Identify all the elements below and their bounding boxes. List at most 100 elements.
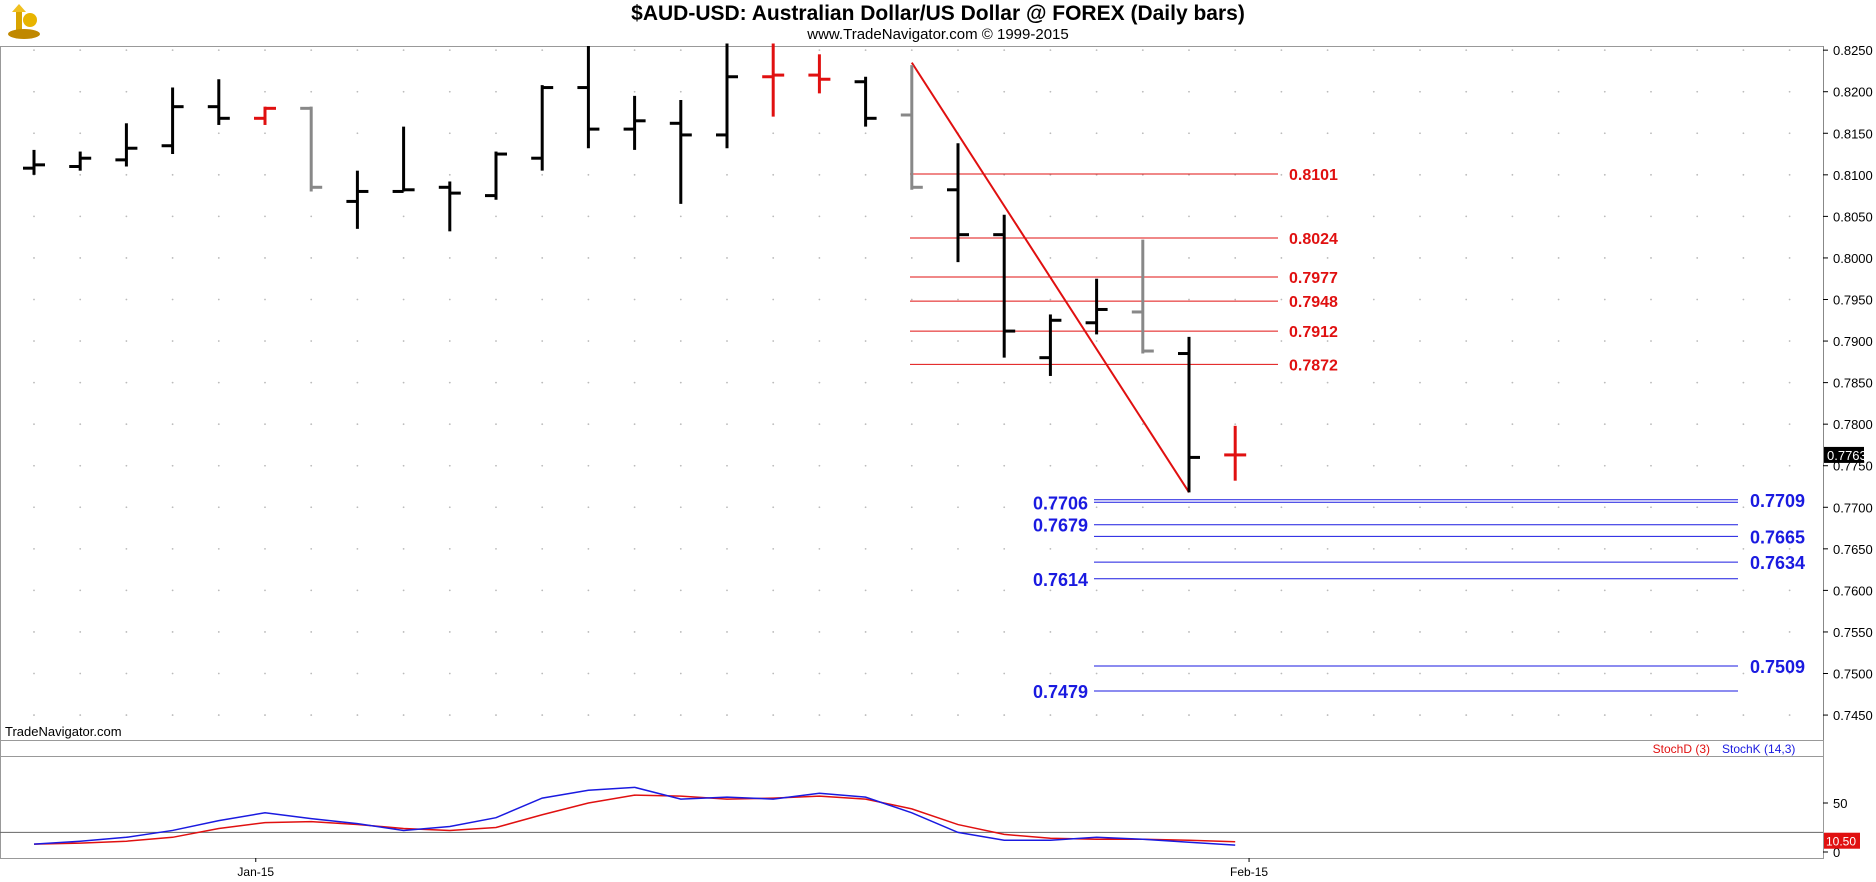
ohlc-bar[interactable] (993, 214, 1016, 358)
grid-dot (1511, 173, 1514, 176)
grid-dot (1095, 506, 1098, 509)
chart-header: $AUD-USD: Australian Dollar/US Dollar @ … (0, 0, 1876, 46)
grid-dot (495, 257, 497, 259)
ohlc-bar[interactable] (531, 85, 554, 171)
grid-dot (264, 298, 266, 301)
grid-dot (864, 464, 867, 467)
grid-dot (1511, 547, 1514, 550)
grid-dot (772, 132, 775, 135)
ohlc-bar[interactable] (1131, 239, 1154, 354)
grid-dot (1234, 49, 1237, 52)
ohlc-bar[interactable] (808, 54, 831, 94)
price-tick-label: 0.8000 (1833, 251, 1873, 266)
grid-dot (772, 672, 775, 675)
grid-dot (1234, 506, 1237, 509)
ohlc-bar[interactable] (623, 95, 646, 150)
grid-dot (402, 257, 405, 259)
grid-dot (1650, 340, 1652, 342)
grid-dot (1326, 547, 1329, 550)
price-tick-label: 0.7550 (1833, 625, 1873, 640)
ohlc-bar[interactable] (69, 151, 92, 171)
blue-level-label: 0.7679 (1033, 516, 1088, 536)
ohlc-bar[interactable] (1178, 336, 1200, 493)
ohlc-bar[interactable] (669, 100, 692, 204)
grid-dot (1742, 714, 1745, 716)
ohlc-bar[interactable] (161, 87, 184, 155)
grid-dot (1326, 423, 1329, 426)
grid-dot (125, 49, 128, 52)
grid-dot (1465, 381, 1468, 384)
grid-dot (1511, 90, 1514, 93)
price-panel[interactable]: 0.8250 0.8200 0.8150 0.8100 0.8050 0.8000 0.79… (0, 43, 1873, 858)
ohlc-bar[interactable] (900, 65, 923, 190)
grid-dot (1788, 173, 1791, 176)
grid-dot (33, 547, 35, 550)
price-tick-label: 0.7700 (1833, 500, 1873, 515)
ohlc-bar[interactable] (254, 106, 276, 125)
ohlc-bar[interactable] (300, 106, 323, 192)
ohlc-bar[interactable] (947, 143, 969, 263)
grid-dot (679, 464, 682, 467)
grid-dot (1696, 340, 1699, 342)
ohlc-bar[interactable] (23, 149, 45, 175)
grid-dot (1003, 506, 1006, 509)
ohlc-bar[interactable] (1085, 278, 1108, 335)
grid-dot (633, 90, 636, 93)
stochastic-panel[interactable]: StochD (3) StochK (14,3) 50 010.50 (0, 740, 1860, 861)
ohlc-bar[interactable] (1224, 425, 1247, 481)
grid-dot (1095, 381, 1098, 384)
ohlc-bar[interactable] (1039, 314, 1062, 376)
grid-dot (1188, 547, 1190, 550)
ohlc-bar[interactable] (346, 170, 369, 229)
grid-dot (1603, 340, 1606, 342)
grid-dot (448, 547, 451, 550)
grid-dot (957, 90, 959, 93)
date-tick-label: Feb-15 (1230, 865, 1268, 879)
ohlc-bar[interactable] (115, 123, 138, 167)
grid-dot (1003, 672, 1006, 675)
price-tick-label: 0.8050 (1833, 209, 1873, 224)
grid-dot (1742, 173, 1745, 176)
grid-dot (1650, 464, 1652, 467)
grid-dot (79, 49, 82, 52)
grid-dot (1419, 589, 1421, 592)
grid-dot (1372, 672, 1375, 675)
grid-dot (1372, 423, 1375, 426)
grid-dot (217, 464, 220, 467)
ohlc-bar[interactable] (392, 126, 415, 193)
ohlc-bar[interactable] (854, 76, 877, 127)
grid-dot (402, 672, 405, 675)
grid-dot (633, 340, 636, 342)
ohlc-bar[interactable] (438, 181, 461, 232)
grid-dot (818, 257, 821, 259)
ohlc-bar[interactable] (485, 151, 507, 200)
grid-dot (1049, 90, 1052, 93)
ohlc-bar[interactable] (762, 43, 785, 117)
grid-dot (1650, 381, 1652, 384)
grid-dot (1742, 506, 1745, 509)
grid-dot (495, 49, 497, 52)
grid-dot (1557, 381, 1560, 384)
last-price-badge (1824, 446, 1864, 463)
grid-dot (448, 506, 451, 509)
grid-dot (864, 173, 867, 176)
grid-dot (448, 631, 451, 633)
grid-dot (125, 589, 128, 592)
ohlc-bar[interactable] (716, 43, 738, 149)
grid-dot (587, 381, 590, 384)
grid-dot (910, 381, 913, 384)
grid-dot (310, 298, 313, 301)
grid-dot (541, 381, 544, 384)
grid-dot (1234, 381, 1237, 384)
grid-dot (1696, 547, 1699, 550)
grid-dot (818, 547, 821, 550)
grid-dot (310, 631, 313, 633)
red-level-label: 0.7912 (1289, 324, 1338, 341)
ohlc-bar[interactable] (207, 79, 230, 125)
grid-dot (79, 589, 82, 592)
grid-dot (1511, 423, 1514, 426)
grid-dot (310, 464, 313, 467)
grid-dot (910, 464, 913, 467)
ohlc-bar[interactable] (577, 46, 600, 149)
